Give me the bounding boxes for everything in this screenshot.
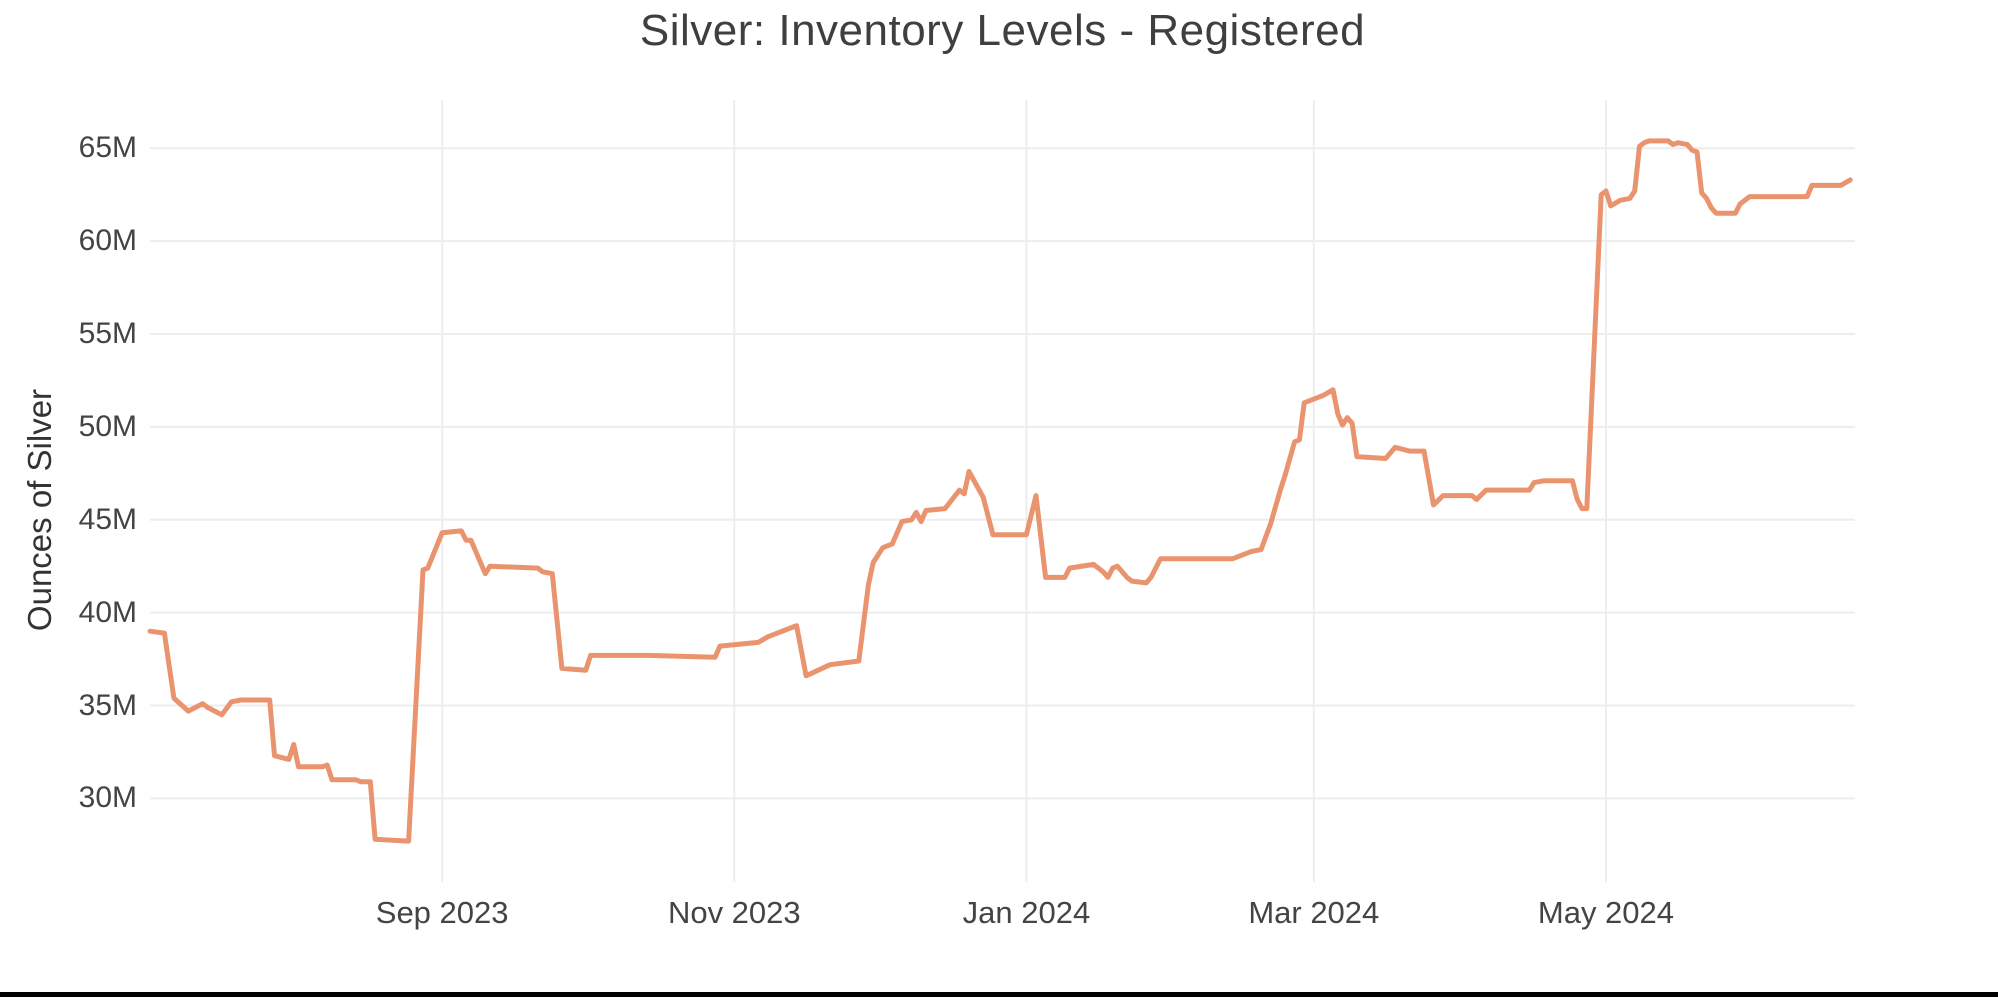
x-tick-label: Jan 2024 [962,895,1091,930]
x-tick-label: Sep 2023 [375,895,509,930]
y-tick-label: 50M [78,409,137,443]
y-tick-label: 65M [78,131,137,165]
grid-layer [150,100,1855,882]
y-tick-label: 35M [78,688,137,722]
series-line[interactable] [147,138,1853,844]
x-tick-label: May 2024 [1537,895,1675,930]
x-tick-label: Nov 2023 [667,895,801,930]
chart-title: Silver: Inventory Levels - Registered [639,6,1366,55]
x-tick-label: Mar 2024 [1248,895,1380,930]
y-tick-label: 30M [78,781,137,815]
y-tick-label: 40M [78,595,137,629]
y-tick-label: 55M [78,317,137,351]
y-tick-label: 45M [78,502,137,536]
y-tick-label: 60M [78,224,137,258]
bottom-border-bar [0,992,1998,997]
series-layer [147,138,1853,844]
